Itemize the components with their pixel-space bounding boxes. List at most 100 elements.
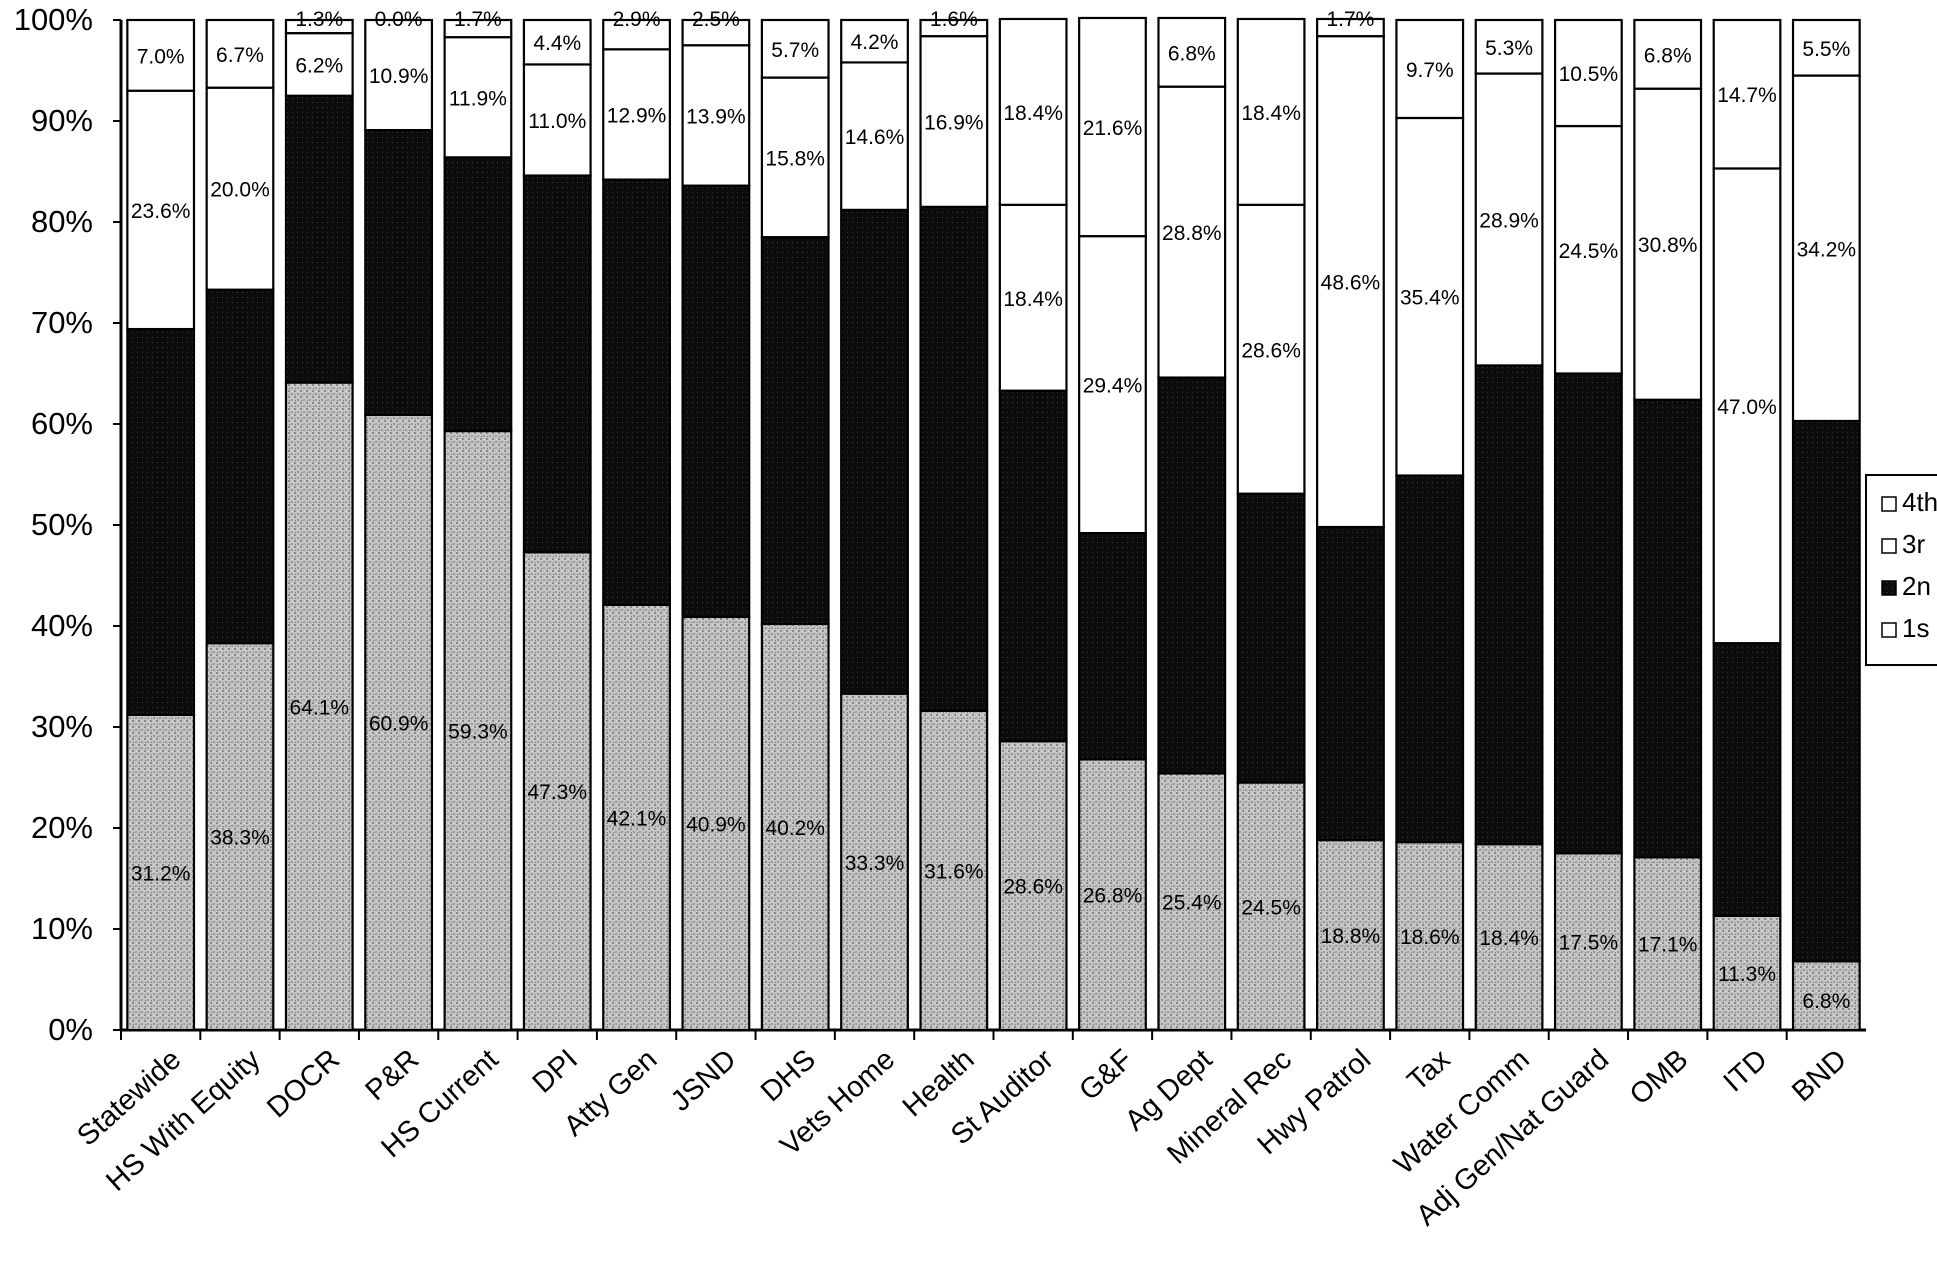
legend-label-2nd: 2n (1902, 571, 1931, 601)
data-label-4th: 10.5% (1559, 63, 1619, 86)
bar-segment-3rd (1553, 124, 1623, 375)
legend: 4th 3r 2n 1s (1865, 474, 1937, 666)
y-tick-label: 30% (31, 709, 93, 744)
data-label-3rd: 30.8% (1638, 234, 1698, 257)
bar-stack (1157, 16, 1227, 1032)
data-label-4th: 0.0% (375, 8, 423, 31)
data-label-3rd: 11.0% (528, 110, 586, 133)
bar-stack (1712, 18, 1782, 1032)
bar-segment-2nd (1474, 364, 1544, 846)
bar-segment-3rd (602, 48, 671, 181)
bar-segment-2nd (284, 94, 354, 384)
bar-segment-1st (681, 615, 751, 1032)
bar-segment-2nd (760, 236, 830, 626)
bar-segment-1st (522, 551, 592, 1032)
bar-stack (760, 18, 830, 1032)
data-label-3rd: 34.2% (1797, 238, 1857, 261)
bar-segment-1st (998, 740, 1068, 1032)
bar-segment-4th (919, 18, 989, 38)
bar-segment-1st (1395, 841, 1465, 1032)
bar-segment-2nd (840, 208, 909, 695)
bar-segment-2nd (1236, 492, 1306, 784)
bar-segment-2nd (443, 156, 513, 433)
bar-segment-3rd (998, 203, 1068, 392)
data-label-1st: 18.4% (1479, 927, 1539, 950)
category-label: BND (1786, 1043, 1853, 1108)
bar-segment-4th (1474, 18, 1544, 75)
data-label-3rd: 13.9% (686, 105, 746, 128)
data-label-4th: 5.3% (1485, 37, 1533, 60)
bar-stack (919, 18, 989, 1032)
data-label-4th: 1.6% (930, 8, 978, 31)
data-label-4th: 2.9% (613, 8, 661, 31)
data-label-4th: 1.3% (295, 8, 343, 31)
data-label-1st: 31.2% (131, 862, 191, 885)
bar-segment-3rd (364, 18, 434, 132)
bar-segment-4th (1712, 18, 1782, 170)
bar-segment-3rd (1474, 72, 1544, 367)
bar-segment-2nd (602, 178, 671, 606)
data-label-4th: 2.5% (692, 8, 740, 31)
y-tick-label: 50% (31, 507, 93, 542)
data-label-4th: 6.8% (1168, 42, 1216, 65)
data-label-4th: 5.5% (1802, 38, 1850, 61)
bar-segment-1st (1236, 781, 1306, 1032)
bar-segment-2nd (1553, 372, 1623, 855)
bar-segment-1st (1791, 960, 1861, 1032)
data-label-1st: 64.1% (290, 696, 350, 719)
data-label-1st: 18.6% (1400, 926, 1460, 949)
data-label-1st: 42.1% (607, 807, 667, 830)
bar-segment-2nd (998, 389, 1068, 743)
bar-segment-2nd (1316, 525, 1385, 842)
data-label-3rd: 20.0% (210, 179, 270, 202)
bar-stack (1395, 18, 1465, 1032)
bar-stack (1633, 18, 1703, 1032)
data-label-4th: 4.2% (851, 31, 899, 54)
bar-segment-4th (840, 18, 909, 64)
data-label-3rd: 24.5% (1559, 240, 1619, 263)
data-label-1st: 6.8% (1802, 990, 1850, 1013)
bar-segment-1st (205, 642, 275, 1032)
bar-segment-3rd (840, 61, 909, 211)
y-axis: 0% 10% 20% 30% 40% 50% 60% 70% 80% 90% 100% (14, 2, 123, 1047)
bar-stack (1078, 16, 1147, 1032)
legend-swatch-1st (1881, 622, 1897, 638)
bar-segment-2nd (1157, 376, 1227, 775)
data-label-3rd: 35.4% (1400, 287, 1460, 310)
bar-segment-4th (1395, 18, 1465, 120)
bar-segment-3rd (284, 32, 354, 97)
data-label-4th: 6.7% (216, 44, 264, 67)
data-label-3rd: 11.9% (449, 87, 507, 110)
bar-segment-4th (760, 18, 830, 79)
data-label-3rd: 6.2% (295, 54, 343, 77)
y-tick-label: 10% (31, 911, 93, 946)
bar-segment-3rd (1633, 87, 1703, 401)
bar-segment-4th (1236, 17, 1306, 206)
data-label-4th: 9.7% (1406, 59, 1454, 82)
category-label: DOCR (261, 1043, 346, 1124)
bar-segment-2nd (364, 128, 434, 417)
bar-stack (998, 17, 1068, 1032)
bar-segment-4th (602, 18, 671, 51)
data-label-1st: 60.9% (369, 712, 429, 735)
data-label-3rd: 16.9% (924, 112, 984, 135)
data-label-4th: 18.4% (1003, 102, 1063, 125)
y-tick-label: 70% (31, 305, 93, 340)
y-tick-label: 40% (31, 608, 93, 643)
legend-swatch-2nd (1881, 580, 1897, 596)
data-label-1st: 17.1% (1638, 934, 1698, 957)
bar-stack (126, 18, 196, 1032)
category-label: ITD (1718, 1043, 1774, 1098)
data-label-4th: 6.8% (1644, 44, 1692, 67)
bar-segment-2nd (919, 205, 989, 712)
data-label-1st: 17.5% (1559, 932, 1619, 955)
bar-segment-4th (522, 18, 592, 66)
data-label-3rd: 10.9% (369, 65, 429, 88)
data-label-1st: 33.3% (845, 852, 905, 875)
bar-segment-1st (364, 413, 434, 1032)
bar-segment-4th (126, 18, 196, 92)
bar-segment-2nd (1395, 474, 1465, 844)
bar-segment-3rd (919, 35, 989, 208)
y-tick-label: 100% (14, 2, 93, 37)
